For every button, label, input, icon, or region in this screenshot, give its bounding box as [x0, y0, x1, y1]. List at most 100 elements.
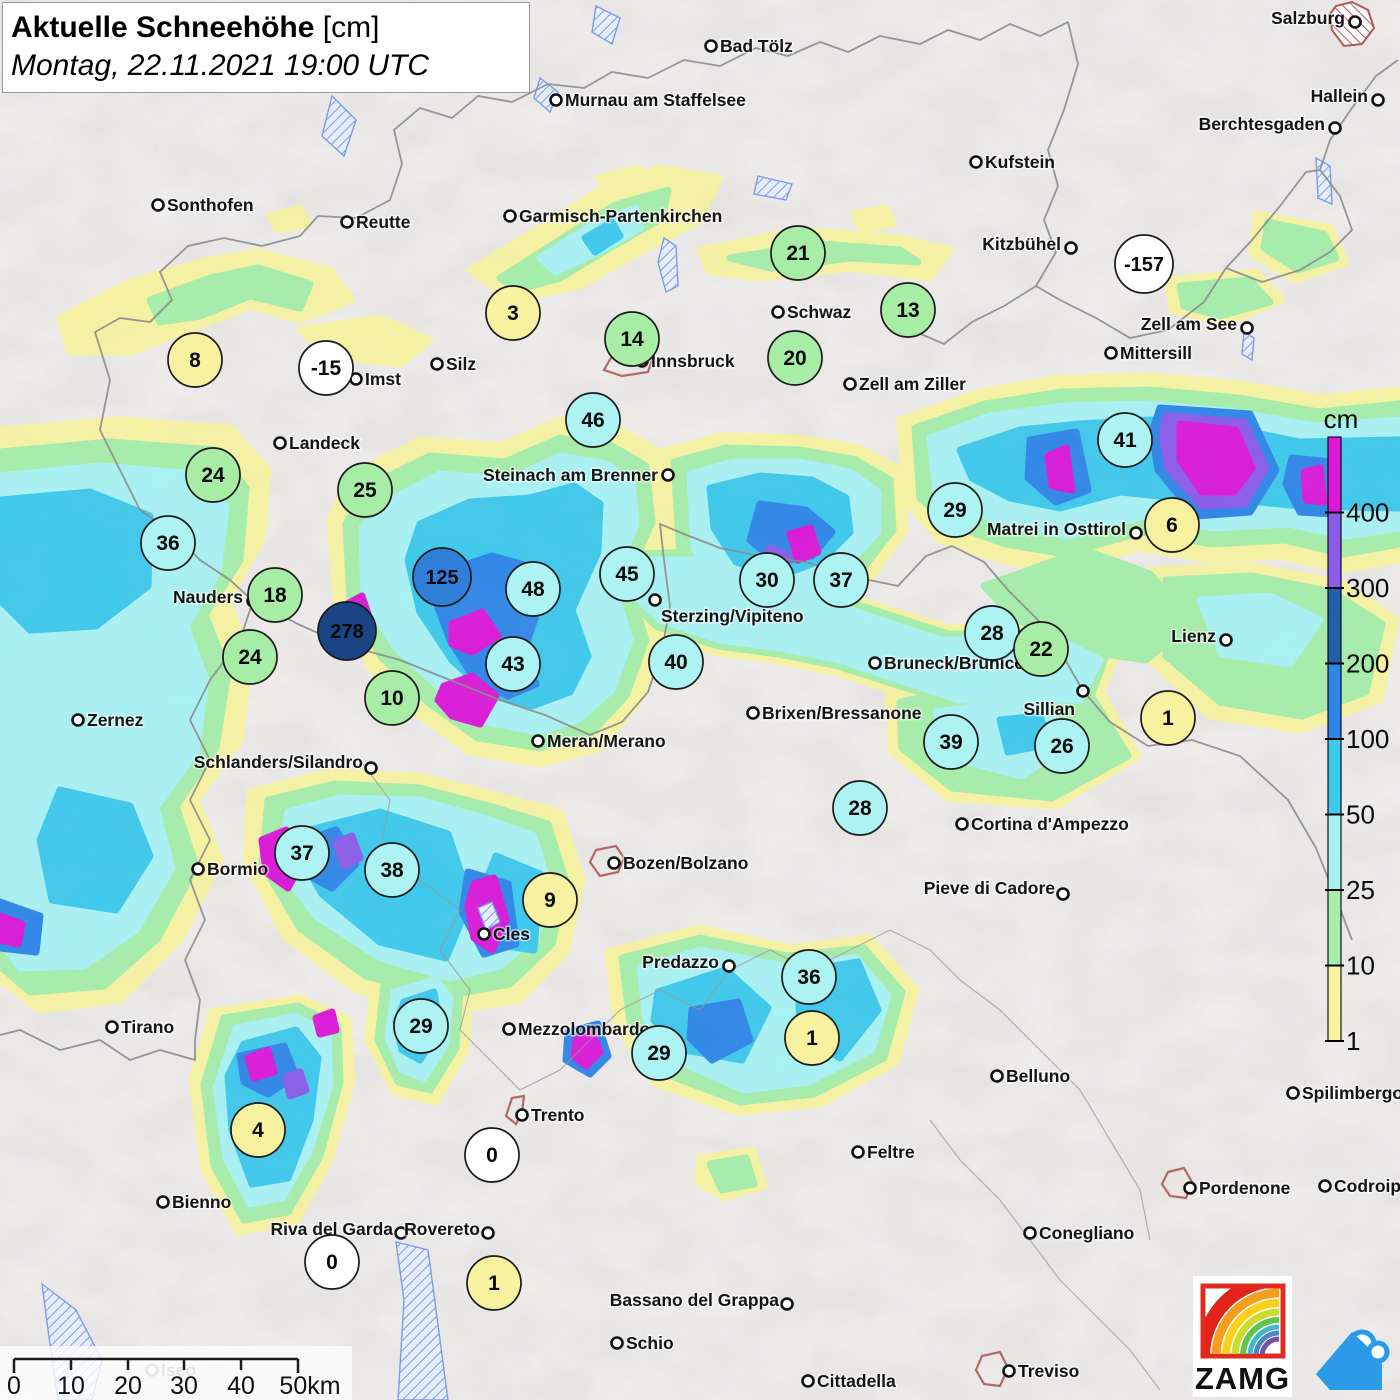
station-marker — [648, 634, 704, 690]
city-marker — [704, 39, 718, 53]
station-value: 38 — [380, 859, 404, 882]
station: 36 — [781, 949, 837, 1005]
station-marker — [393, 998, 449, 1054]
city-label: Rovereto — [404, 1219, 480, 1239]
station-value: 46 — [581, 409, 604, 432]
station-value: 43 — [501, 653, 524, 676]
city-marker — [1348, 15, 1362, 29]
station-value: 0 — [486, 1144, 498, 1167]
city: Reutte — [340, 211, 412, 234]
legend-tick-label: 100 — [1346, 724, 1389, 754]
station: 37 — [813, 552, 869, 608]
legend-segment — [1327, 738, 1342, 816]
city: Rovereto — [403, 1218, 495, 1241]
city-marker — [1076, 684, 1090, 698]
city-marker — [1023, 1226, 1037, 1240]
city-label: Steinach am Brenner — [483, 465, 658, 485]
map-title-date: Montag, 22.11.2021 19:00 UTC — [11, 48, 430, 82]
station: 24 — [222, 629, 278, 685]
city-label: Brixen/Bressanone — [762, 703, 922, 723]
city-marker — [549, 93, 563, 107]
city-label: Schio — [626, 1333, 674, 1353]
city-label: Kitzbühel — [982, 234, 1061, 254]
city-marker — [801, 1374, 815, 1388]
station-value: 25 — [353, 479, 377, 502]
city-label: Zernez — [87, 710, 144, 730]
city-marker — [1219, 633, 1233, 647]
station-value: 36 — [156, 532, 179, 555]
city: Sonthofen — [151, 194, 255, 217]
station: 39 — [923, 714, 979, 770]
scale-bar: 0 10 20 30 40 50km — [0, 1346, 352, 1400]
legend-segment — [1327, 587, 1342, 665]
city: Imst — [349, 368, 403, 391]
lakes-layer — [41, 4, 1333, 1400]
station-value: 18 — [263, 584, 287, 607]
city: Murnau am Staffelsee — [549, 89, 748, 112]
city-label: Garmisch-Partenkirchen — [519, 206, 722, 226]
map-title-box: Aktuelle Schneehöhe [cm] Montag, 22.11.2… — [2, 2, 530, 93]
station-marker — [631, 1025, 687, 1081]
station-value: 24 — [238, 646, 262, 669]
station-value: 29 — [409, 1015, 432, 1038]
station-value: 29 — [647, 1042, 670, 1065]
station-marker — [784, 1010, 840, 1066]
city-marker — [868, 656, 882, 670]
city: Zernez — [71, 709, 145, 732]
city-label: Tirano — [121, 1017, 174, 1037]
city-label: Cittadella — [817, 1371, 896, 1391]
station: 46 — [565, 392, 621, 448]
station-marker — [1013, 621, 1069, 677]
station: 45 — [599, 546, 655, 602]
station-marker — [485, 636, 541, 692]
station-marker — [140, 515, 196, 571]
station: 0 — [304, 1234, 360, 1290]
city-marker — [364, 761, 378, 775]
legend-tick-label: 10 — [1346, 951, 1375, 981]
legend-tick-label: 50 — [1346, 800, 1375, 830]
scale-bar-label: 10 — [57, 1372, 85, 1400]
station-value: 278 — [330, 621, 363, 643]
city-label: Bienno — [172, 1192, 231, 1212]
station: 18 — [247, 567, 303, 623]
zamg-rainbow-icon — [1205, 1288, 1280, 1354]
station-marker — [781, 949, 837, 1005]
city-marker — [430, 357, 444, 371]
station-marker — [565, 392, 621, 448]
city: Zell am Ziller — [843, 373, 968, 396]
station: 21 — [770, 225, 826, 281]
station-value: 48 — [521, 578, 545, 601]
city-marker — [851, 1145, 865, 1159]
city-marker — [1286, 1086, 1300, 1100]
station: -15 — [298, 340, 354, 396]
station-value: -15 — [311, 357, 342, 380]
station: 0 — [464, 1127, 520, 1183]
city: Mittersill — [1104, 342, 1193, 365]
station-value: 24 — [201, 464, 225, 487]
city-marker — [481, 1226, 495, 1240]
city: Sterzing/Vipiteno — [648, 593, 805, 628]
city-label: Bozen/Bolzano — [623, 853, 748, 873]
partner-mountain-icon — [1316, 1329, 1390, 1390]
station: 30 — [739, 552, 795, 608]
station-marker — [230, 1102, 286, 1158]
city-label: Mezzolombardo — [518, 1019, 650, 1039]
city-marker — [1104, 346, 1118, 360]
station-marker — [364, 842, 420, 898]
station: 10 — [364, 670, 420, 726]
city: Bad Tölz — [704, 35, 795, 58]
station-value: 22 — [1029, 638, 1052, 661]
legend-segment — [1327, 813, 1342, 891]
city-marker — [648, 593, 662, 607]
city-label: Reutte — [356, 212, 411, 232]
city-label: Hallein — [1311, 86, 1368, 106]
city-label: Codroipo — [1334, 1176, 1400, 1196]
city-label: Kufstein — [985, 152, 1055, 172]
station-value: 26 — [1050, 735, 1073, 758]
legend-tick-label: 400 — [1346, 498, 1389, 528]
city: Silz — [430, 353, 478, 376]
city: Hallein — [1309, 85, 1385, 108]
legend-segment — [1327, 436, 1342, 514]
station-marker — [522, 872, 578, 928]
city-label: Schlanders/Silandro — [194, 752, 363, 772]
